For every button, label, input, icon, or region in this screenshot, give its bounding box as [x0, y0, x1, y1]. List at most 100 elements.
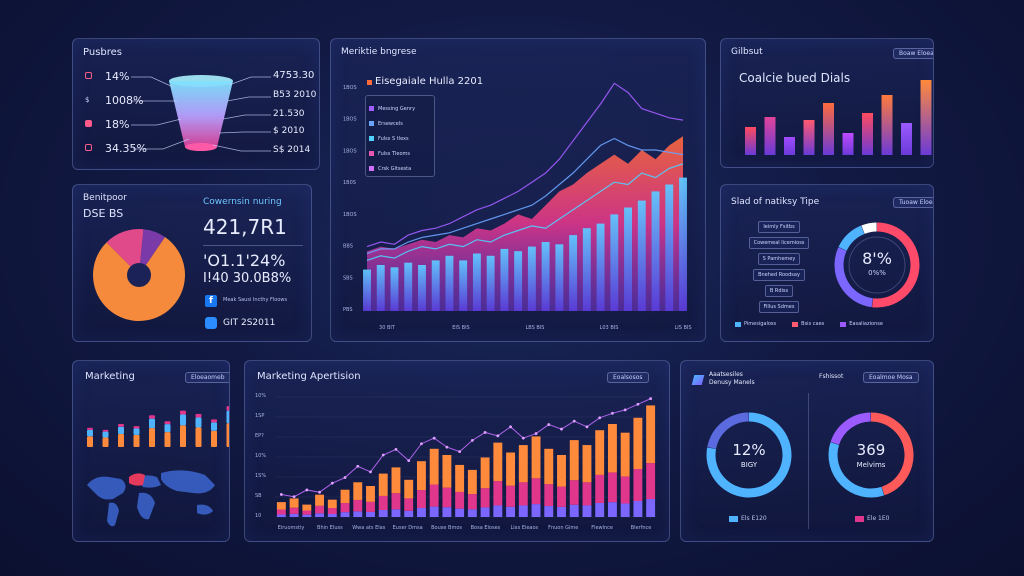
apertion-bar-segment — [633, 469, 643, 501]
apertion-bar-segment — [646, 499, 656, 517]
main-y-tick: 1BOS — [343, 148, 357, 154]
apertion-x-tick: Bhin Eluss — [317, 525, 343, 531]
apertion-bar-segment — [416, 461, 426, 491]
donut-types-label[interactable]: S Pamhemey — [757, 253, 801, 265]
main-bar — [555, 244, 564, 311]
apertion-bar-segment — [340, 503, 350, 513]
main-legend-item[interactable]: Messing Genry — [369, 101, 433, 116]
main-x-tick: EIS BIS — [452, 325, 469, 331]
apertion-bar-segment — [391, 509, 401, 517]
marketing-title: Marketing — [85, 371, 135, 382]
apertion-line-point — [343, 476, 347, 479]
donut-types-label[interactable]: B Rdiss — [764, 285, 794, 297]
apertion-line — [281, 398, 651, 498]
apertion-bar-segment — [366, 511, 375, 517]
apertion-bar-segment — [620, 503, 630, 517]
apertion-line-point — [496, 434, 500, 438]
apertion-line-point — [292, 495, 296, 499]
apertion-y-tick: SB — [255, 493, 262, 499]
apertion-bar-segment — [416, 508, 426, 517]
donut-types-legend-label: Pimesigaloss — [744, 321, 777, 327]
main-y-tick: SBS — [343, 275, 353, 281]
main-bar — [514, 251, 523, 311]
apertion-bar-segment — [340, 512, 350, 517]
apertion-bar-segment — [493, 481, 503, 506]
donut-types-filter-button[interactable]: Tuoaw Eloea — [893, 197, 933, 208]
apertion-line-point — [547, 423, 551, 426]
main-bar — [486, 255, 495, 311]
analytics-filter-dropdown[interactable]: Eoalmoe Mosa — [863, 372, 919, 383]
apertion-line-point — [483, 431, 487, 434]
conversion-rate-label: Cowernsin nuring — [203, 197, 282, 207]
apertion-bar-segment — [404, 510, 414, 517]
apertion-bar-segment — [455, 464, 465, 492]
apertion-bar-segment — [442, 507, 452, 517]
apertion-bar-segment — [493, 442, 503, 482]
apertion-filter-dropdown[interactable]: Eoalsosos — [607, 372, 649, 383]
main-bar — [431, 260, 440, 311]
donut-types-label[interactable]: Fillus Sdmes — [758, 301, 800, 313]
bar-top-filter-button[interactable]: Boaw Eloea — [893, 48, 933, 59]
marketing-bar-segment — [226, 423, 229, 447]
apertion-line-point — [407, 459, 411, 463]
donut-types-slice-4 — [861, 222, 877, 234]
apertion-bar-segment — [429, 448, 439, 485]
marketing-bar-segment — [180, 425, 186, 447]
bar-top-panel: Gilbsut Boaw Eloea Coalcie bued Dials — [720, 38, 934, 168]
main-legend-title: Eisegaiale Hulla 2201 — [375, 76, 484, 87]
main-bar — [527, 246, 536, 311]
apertion-bar-segment — [595, 430, 605, 475]
main-legend-item[interactable]: Crsk Gltsesta — [369, 161, 433, 176]
main-bar — [569, 235, 578, 311]
apertion-line-point — [521, 436, 525, 440]
donut-types-label[interactable]: Ieimly Fsitbs — [758, 221, 800, 233]
apertion-bar-segment — [582, 445, 592, 483]
apertion-bar-segment — [391, 467, 401, 494]
apertion-bar-segment — [327, 514, 337, 517]
funnel-left-value-3: 18% — [105, 118, 130, 131]
chat-icon[interactable] — [205, 317, 217, 329]
bar-top-bar — [784, 137, 795, 155]
apertion-bar-segment — [416, 490, 426, 509]
donut-types-label[interactable]: Cowemeal licemioss — [748, 237, 810, 249]
apertion-bar-segment — [327, 508, 337, 515]
apertion-bar-segment — [366, 486, 375, 502]
bar-top-bar — [920, 80, 932, 155]
map-highlight-region — [129, 473, 145, 486]
main-x-tick: LBS BIS — [526, 325, 545, 331]
donut-types-slice-2 — [834, 247, 874, 308]
donut-types-label[interactable]: Bnehed Roodsay — [753, 269, 805, 281]
main-x-tick: L03 BIS — [600, 325, 619, 331]
marketing-bar-segment — [87, 427, 93, 430]
marketing-filter-button[interactable]: Eloeaomeb — [185, 372, 229, 383]
apertion-bar-segment — [467, 509, 477, 517]
main-legend-item[interactable]: Fulss Tleoms — [369, 146, 433, 161]
analytics-panel: Aaatsesiles Denusy Manels Fshissot Eoalm… — [680, 360, 934, 542]
apertion-bar-segment — [569, 504, 579, 517]
main-legend-label: Fulss S tlexs — [378, 135, 409, 142]
apertion-bar-segment — [569, 480, 579, 505]
apertion-line-point — [611, 411, 614, 415]
apertion-line-point — [330, 481, 334, 485]
marketing-panel: Marketing Eloeaomeb — [72, 360, 230, 542]
donut-types-legend-swatch — [840, 321, 847, 327]
apertion-bar-segment — [607, 502, 617, 517]
bar-top-bar — [901, 123, 912, 155]
conversion-footer-value: GIT 2S2011 — [223, 318, 276, 328]
funnel-left-icon-3 — [85, 120, 92, 127]
donut-types-slice-1 — [872, 222, 920, 308]
main-bar — [418, 265, 426, 311]
main-y-tick: 1BOS — [343, 212, 357, 218]
apertion-line-point — [598, 416, 602, 420]
apertion-bar-segment — [315, 505, 325, 514]
apertion-bar-segment — [506, 485, 516, 507]
apertion-bar-segment — [633, 417, 643, 469]
main-legend-item[interactable]: Fulss S tlexs — [369, 131, 433, 146]
apertion-line-point — [381, 453, 385, 457]
apertion-bar-segment — [289, 507, 299, 514]
apertion-bar-segment — [353, 499, 363, 512]
marketing-bar-segment — [102, 437, 109, 447]
main-legend-item[interactable]: Ersewcels — [369, 116, 433, 131]
facebook-icon[interactable]: f — [205, 295, 217, 307]
marketing-bar-segment — [149, 418, 155, 429]
